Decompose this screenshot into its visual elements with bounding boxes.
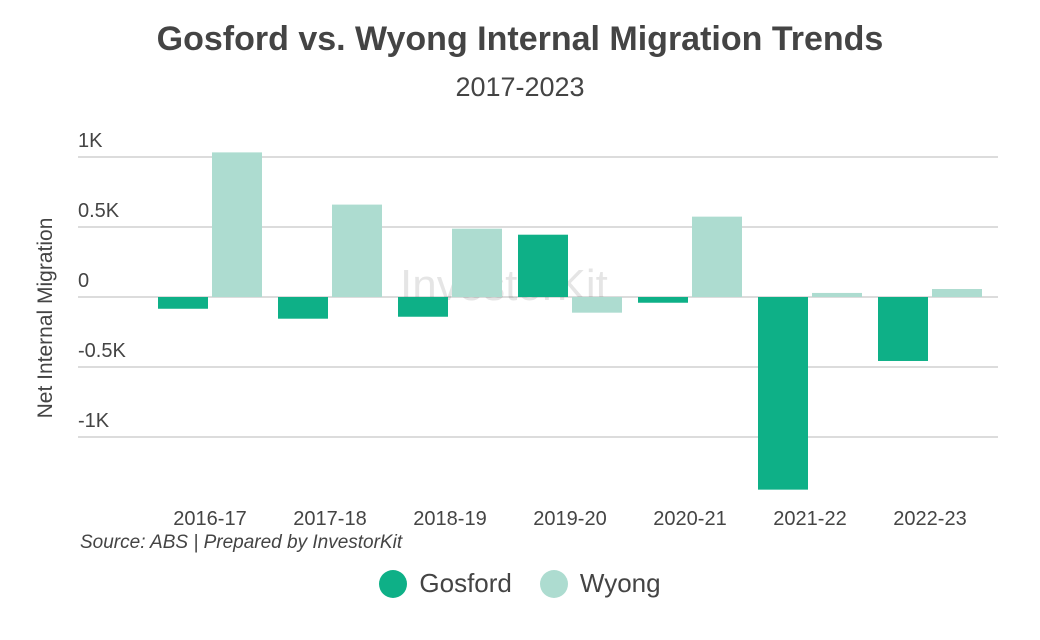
bar-wyong-2019-20 — [572, 297, 622, 313]
x-tick-label: 2021-22 — [773, 508, 846, 530]
legend-label-wyong: Wyong — [579, 568, 661, 598]
bar-gosford-2016-17 — [158, 297, 208, 309]
legend-swatch-gosford — [379, 569, 408, 598]
x-tick-label: 2019-20 — [533, 508, 606, 530]
x-tick-label: 2020-21 — [653, 508, 726, 530]
bar-wyong-2022-23 — [932, 289, 982, 297]
bar-wyong-2016-17 — [212, 152, 262, 297]
bar-wyong-2018-19 — [452, 228, 502, 297]
x-tick-label: 2022-23 — [893, 508, 966, 530]
legend-label-gosford: Gosford — [419, 568, 512, 598]
y-tick-label: -0.5K — [78, 340, 126, 362]
legend-item-gosford: Gosford — [379, 568, 512, 599]
x-tick-label: 2018-19 — [413, 508, 486, 530]
y-tick-label: -1K — [78, 410, 110, 432]
bar-gosford-2022-23 — [878, 297, 928, 361]
legend-swatch-wyong — [539, 569, 568, 598]
source-note: Source: ABS | Prepared by InvestorKit — [80, 532, 403, 553]
bar-wyong-2021-22 — [812, 292, 862, 297]
chart-subtitle: 2017-2023 — [455, 72, 585, 102]
bar-gosford-2018-19 — [398, 297, 448, 317]
y-tick-label: 1K — [78, 130, 103, 152]
x-tick-label: 2016-17 — [173, 508, 246, 530]
bar-gosford-2017-18 — [278, 297, 328, 319]
bar-gosford-2019-20 — [518, 234, 568, 297]
y-tick-label: 0.5K — [78, 200, 120, 222]
y-tick-label: 0 — [78, 270, 89, 292]
y-axis-label: Net Internal Migration — [34, 218, 57, 419]
chart-title: Gosford vs. Wyong Internal Migration Tre… — [156, 20, 884, 58]
bar-gosford-2021-22 — [758, 297, 808, 490]
legend-item-wyong: Wyong — [539, 568, 661, 599]
bar-wyong-2020-21 — [692, 216, 742, 297]
x-tick-label: 2017-18 — [293, 508, 366, 530]
bar-gosford-2020-21 — [638, 297, 688, 303]
bar-wyong-2017-18 — [332, 204, 382, 297]
legend: Gosford Wyong — [0, 568, 1040, 599]
